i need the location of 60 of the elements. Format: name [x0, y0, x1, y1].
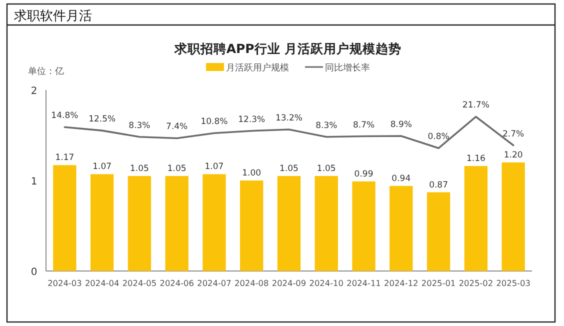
data-label: 8.7%: [352, 120, 375, 130]
x-tick-label: 2024-09: [272, 278, 306, 288]
bar: [128, 176, 152, 271]
data-label: 8.3%: [128, 120, 150, 131]
data-label: 1.07: [92, 162, 112, 172]
x-tick-label: 2025-03: [496, 278, 530, 288]
legend-label: 同比增长率: [325, 62, 370, 74]
bar: [240, 180, 264, 271]
y-tick-label: 0: [30, 267, 38, 278]
data-label: 1.07: [204, 162, 224, 172]
bar: [165, 176, 188, 271]
bar: [314, 176, 338, 271]
x-tick-label: 2024-08: [234, 278, 269, 288]
data-label: 8.3%: [316, 120, 338, 131]
data-label: 7.4%: [166, 122, 188, 132]
bar: [464, 166, 488, 271]
data-label: 2.7%: [502, 129, 524, 140]
data-label: 1.05: [167, 164, 186, 174]
bar: [502, 162, 525, 271]
text: 单位：亿: [28, 66, 64, 77]
x-tick-label: 2024-03: [48, 278, 82, 288]
x-tick-label: 2025-01: [421, 278, 456, 288]
x-tick-label: 2024-07: [197, 278, 232, 288]
data-label: 10.8%: [200, 117, 228, 128]
x-tick-label: 2024-06: [160, 278, 194, 288]
data-label: 12.3%: [238, 114, 266, 125]
data-label: 13.2%: [275, 114, 303, 124]
bar: [90, 174, 114, 271]
data-label: 1.20: [504, 150, 523, 160]
data-label: 1.16: [466, 154, 486, 164]
data-label: 0.94: [392, 174, 411, 184]
data-label: 1.05: [316, 164, 336, 174]
data-label: 1.05: [130, 164, 149, 174]
x-tick-label: 2024-05: [122, 278, 157, 288]
data-label: 12.5%: [88, 114, 116, 125]
data-label: 1.00: [242, 168, 262, 178]
x-tick-label: 2024-12: [384, 278, 418, 288]
data-label: 0.8%: [428, 132, 450, 142]
x-tick-label: 2024-11: [346, 278, 381, 288]
text: 求职软件月活: [14, 9, 92, 24]
x-tick-label: 2024-10: [309, 278, 344, 288]
bar: [390, 186, 413, 271]
bar: [53, 165, 76, 271]
y-tick-label: 2: [30, 86, 38, 97]
data-label: 0.99: [354, 169, 374, 180]
x-tick-label: 2025-02: [458, 278, 494, 288]
data-label: 21.7%: [462, 100, 490, 111]
chart-title: 求职招聘APP行业 月活跃用户规模趋势: [173, 41, 402, 56]
y-tick-label: 1: [30, 176, 38, 188]
bar: [202, 174, 226, 271]
legend-label: 月活跃用户规模: [226, 62, 289, 74]
data-label: 1.05: [280, 164, 298, 174]
bar: [277, 176, 301, 271]
data-label: 0.87: [429, 180, 448, 190]
bar: [426, 192, 450, 271]
data-label: 1.17: [55, 153, 74, 164]
bar: [352, 181, 376, 271]
data-label: 14.8%: [51, 111, 78, 122]
data-label: 8.9%: [390, 120, 412, 130]
x-tick-label: 2024-04: [84, 278, 120, 288]
